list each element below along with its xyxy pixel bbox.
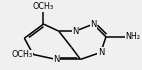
Text: N: N bbox=[53, 55, 59, 64]
Text: OCH₃: OCH₃ bbox=[12, 50, 33, 59]
Text: N: N bbox=[72, 27, 79, 36]
Text: OCH₃: OCH₃ bbox=[33, 2, 54, 11]
Text: N: N bbox=[90, 20, 96, 29]
Text: NH₂: NH₂ bbox=[125, 32, 140, 41]
Text: N: N bbox=[98, 48, 104, 57]
